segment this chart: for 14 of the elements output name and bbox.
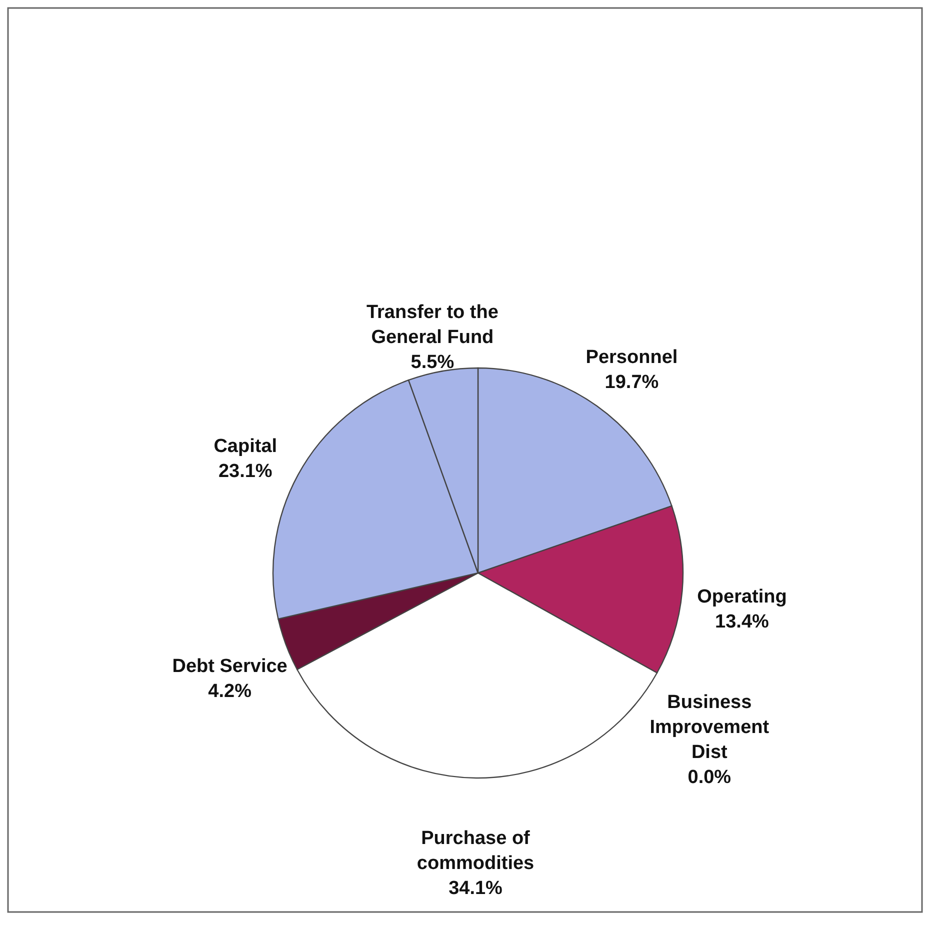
data-label: 23.1% [218,461,272,482]
slice-label: Debt Service [172,656,288,677]
category-label: Business Improvement Dist [650,692,770,764]
slice-label: Capital [214,436,278,458]
data-label: 19.7% [604,372,659,394]
data-label: 5.5% [410,352,454,373]
slice-label: Purchase of commodities [416,828,534,874]
slice-label: Transfer to the General Fund [366,302,498,348]
slice-label: Personnel [586,347,678,368]
data-label: 34.1% [448,878,503,899]
data-label: 4.2% [208,680,252,702]
slice-label: Operating [697,586,787,608]
text: 0.0% [688,767,732,788]
data-label: 13.4% [715,611,770,632]
